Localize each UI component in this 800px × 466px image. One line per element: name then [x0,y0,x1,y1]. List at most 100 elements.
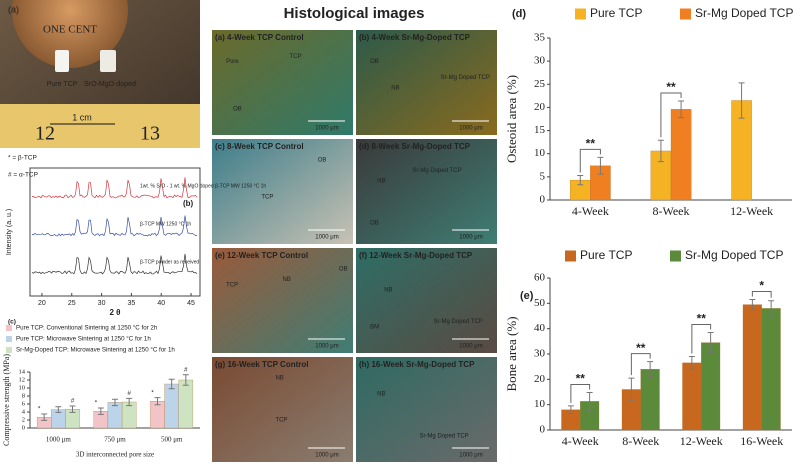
significance: ** [666,80,676,94]
sample-label: SrO-MgO-doped [84,81,136,88]
histology-note: NB [275,376,283,382]
legend-label: Pure TCP [580,248,632,262]
error-bar [112,398,118,407]
y-tick-label: 30 [534,55,546,67]
legend-label: Pure TCP: Microwave Sintering at 1250 °C… [16,336,151,343]
legend-swatch [6,336,12,342]
x-tick-label: 35 [128,300,136,307]
y-tick-label: 10 [19,384,26,391]
error-bar [126,397,133,407]
y-tick-label: 0 [540,194,546,206]
scale-label: 1000 μm [315,126,338,132]
x-tick-label: 4-Week [562,434,599,448]
y-tick-label: 5 [540,170,546,182]
legend-swatch [6,347,12,353]
x-tick-label: 12-Week [680,434,723,448]
x-tick-label: 8-Week [622,434,659,448]
legend-label: Sr-Mg Doped TCP [695,6,793,20]
histology-image [356,248,497,353]
error-bar [657,139,664,163]
x-tick-label: 20 [38,300,46,307]
y-tick-label: 50 [534,297,546,309]
ruler [0,104,200,148]
histology-note: BM [370,324,379,330]
y-tick-label: 6 [22,400,26,407]
error-bar [688,356,695,370]
histology-image [356,139,497,244]
histology-note: Sr-Mg Doped TCP [419,433,468,439]
panel-label: (c) [8,319,16,326]
x-axis-label: 3D interconnected pore size [76,451,154,459]
trace-label: 1wt. % SrO - 1 wt. % MgO doped β-TCP MW … [140,183,266,189]
significance: * [38,406,41,413]
error-bar [768,300,775,317]
histology-note: OB [318,158,327,164]
significance: ** [576,372,586,386]
x-tick-label: 45 [187,300,195,307]
histology-image [212,357,353,462]
legend-label: Pure TCP: Conventional Sintering at 1250… [16,325,158,332]
scale-label: 1000 μm [315,235,338,241]
histology-note: TCP [275,418,287,424]
y-tick-label: 8 [22,392,25,399]
x-tick-label: 500 μm [161,436,183,444]
histology-note: OB [370,221,379,227]
histology-label: (h) 16-Week Sr-Mg-Doped TCP [359,360,475,369]
key-label: * = β-TCP [8,155,37,162]
histology-label: (f) 12-Week Sr-Mg-Doped TCP [359,251,473,260]
y-tick-label: 10 [534,147,546,159]
sample [100,50,116,72]
bar [178,379,194,429]
sample-label: Pure TCP [47,81,78,88]
histology-note: NB [391,85,399,91]
error-bar [55,406,62,413]
y-axis-label: Osteoid area (%) [504,75,519,163]
histology-note: Sr-Mg Doped TCP [434,319,483,325]
error-bar [41,413,48,421]
x-tick-label: 16-Week [740,434,783,448]
y-tick-label: 30 [534,348,546,360]
error-bar [97,407,104,415]
legend-swatch [6,325,12,331]
y-tick-label: 25 [534,78,546,90]
histology-image [356,357,497,462]
bar [742,304,762,431]
trace-label: β-TCP powder as received [140,259,199,265]
sample [55,50,69,72]
significance: ** [697,312,707,326]
scale-label: 1000 μm [459,235,482,241]
bracket [691,323,712,354]
error-bar [707,331,714,354]
key-label: # = α-TCP [8,172,38,179]
histology-note: Sr-Mg Doped TCP [441,75,490,81]
significance: # [71,398,75,405]
x-tick-label: 4-Week [572,204,609,218]
y-tick-label: 0 [22,424,25,431]
histology-note: OB [233,106,242,112]
scale-label: 1000 μm [315,453,338,459]
significance: # [127,390,131,397]
panel-label: (d) [512,8,526,20]
error-bar [168,378,175,390]
y-tick-label: 20 [534,101,546,113]
error-bar [586,392,593,411]
coin [12,0,128,68]
scale-label: 1000 μm [459,126,482,132]
y-tick-label: 12 [19,376,26,383]
significance: * [95,400,98,407]
legend-swatch [565,250,576,262]
error-bar [678,100,685,119]
bracket [660,92,682,138]
error-bar [69,405,76,413]
trace [31,177,198,199]
legend-swatch [670,250,681,262]
y-tick-label: 20 [534,373,546,385]
error-bar [567,405,574,415]
histology-image [212,139,353,244]
bar [640,369,660,431]
bar [164,383,179,429]
histology-note: NB [283,277,291,283]
legend-label: Sr-Mg Doped TCP [685,248,783,262]
trace [31,253,198,275]
